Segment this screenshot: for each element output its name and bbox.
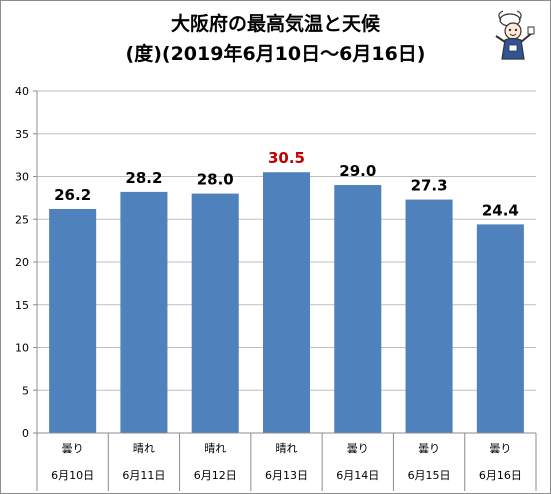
y-tick-label: 15 [15,299,29,312]
data-label: 28.0 [197,171,234,189]
mascot-logo [495,10,535,60]
y-tick-label: 10 [15,342,29,355]
data-label: 27.3 [411,177,448,195]
y-tick-label: 0 [22,427,29,440]
x-tick-label: 6月10日 [51,469,94,482]
x-tick-label: 6月11日 [122,469,165,482]
y-tick-label: 40 [15,85,29,98]
weather-label: 晴れ [133,442,155,455]
chart-title-line1: 大阪府の最高気温と天候 [170,13,380,35]
chart-title: 大阪府の最高気温と天候 (度)(2019年6月10日～6月16日) [1,9,550,69]
weather-label: 曇り [347,442,369,455]
x-tick-label: 6月16日 [479,469,522,482]
y-tick-label: 20 [15,256,29,269]
bar [191,193,239,433]
bar [334,185,382,433]
bar [405,199,453,433]
x-tick-label: 6月15日 [408,469,451,482]
bar [120,191,168,433]
x-tick-label: 6月12日 [194,469,237,482]
data-label: 29.0 [339,162,376,180]
x-tick-label: 6月14日 [336,469,379,482]
y-tick-label: 30 [15,171,29,184]
weather-label: 曇り [62,442,84,455]
y-tick-label: 25 [15,213,29,226]
bar [49,208,97,433]
x-tick-label: 6月13日 [265,469,308,482]
weather-label: 晴れ [276,442,298,455]
y-tick-label: 35 [15,128,29,141]
data-label: 28.2 [125,169,162,187]
weather-label: 曇り [489,442,511,455]
y-tick-label: 5 [22,384,29,397]
data-label: 26.2 [54,186,91,204]
weather-label: 曇り [418,442,440,455]
chart-title-line2: (度)(2019年6月10日～6月16日) [125,43,426,65]
bar [262,172,311,433]
data-label: 24.4 [482,201,519,219]
data-label: 30.5 [268,149,305,167]
weather-label: 晴れ [204,442,226,455]
bar [476,224,524,433]
